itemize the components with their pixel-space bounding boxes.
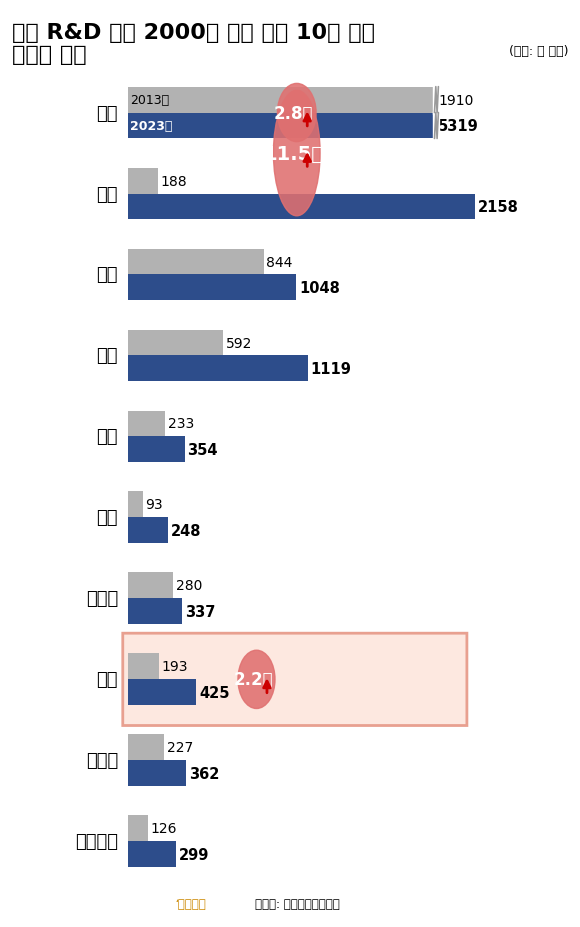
Text: 대만: 대만	[96, 509, 118, 527]
Text: 93: 93	[146, 498, 163, 512]
Bar	[128, 249, 263, 275]
Text: 프랑스: 프랑스	[86, 590, 118, 608]
Text: 〈자료: 대한상공회의소〉: 〈자료: 대한상공회의소〉	[255, 897, 340, 910]
Text: 미국: 미국	[96, 105, 118, 122]
Bar	[128, 169, 158, 195]
FancyBboxPatch shape	[123, 633, 467, 726]
Text: ‘서울신문: ‘서울신문	[174, 897, 206, 910]
Text: 독일: 독일	[96, 347, 118, 365]
Bar	[128, 842, 176, 868]
Text: 1119: 1119	[311, 362, 351, 376]
Text: 1910: 1910	[438, 94, 474, 108]
Text: 5319: 5319	[438, 119, 479, 133]
Text: 354: 354	[187, 442, 218, 457]
Text: 188: 188	[161, 174, 187, 188]
Bar	[128, 113, 436, 139]
Bar	[128, 195, 475, 221]
Bar	[128, 411, 165, 437]
Text: 2023년: 2023년	[130, 120, 172, 133]
Text: 2.2배: 2.2배	[234, 670, 273, 689]
Bar	[433, 112, 440, 141]
Text: 네덜란드: 네덜란드	[75, 832, 118, 850]
Bar	[128, 356, 308, 382]
Text: 233: 233	[168, 417, 194, 431]
Text: 영국: 영국	[96, 428, 118, 446]
Text: 일본: 일본	[96, 266, 118, 285]
Text: 한국: 한국	[96, 670, 118, 689]
Bar	[128, 437, 184, 463]
Bar	[433, 86, 440, 115]
Text: 362: 362	[189, 766, 219, 781]
Text: 425: 425	[199, 685, 230, 700]
Ellipse shape	[277, 84, 316, 143]
Bar	[128, 330, 223, 356]
Bar	[128, 816, 148, 842]
Text: 126: 126	[151, 821, 177, 835]
Text: 337: 337	[185, 604, 215, 619]
Text: 1048: 1048	[299, 281, 340, 296]
Bar	[128, 492, 143, 518]
Bar	[128, 679, 196, 705]
Text: 2158: 2158	[478, 199, 519, 215]
Bar	[128, 573, 173, 599]
Ellipse shape	[273, 91, 320, 217]
Text: 2.8배: 2.8배	[274, 105, 313, 122]
Text: 중국: 중국	[96, 185, 118, 203]
Ellipse shape	[238, 651, 275, 709]
Bar	[128, 275, 296, 301]
Text: 193: 193	[162, 660, 188, 674]
Text: 844: 844	[266, 255, 293, 269]
Bar	[128, 518, 168, 544]
Bar	[128, 654, 159, 679]
Text: 세계 R&D 투자 2000대 기업 상위 10개 국가: 세계 R&D 투자 2000대 기업 상위 10개 국가	[12, 23, 375, 44]
Bar	[128, 734, 164, 760]
Text: 592: 592	[226, 337, 252, 350]
Text: 248: 248	[171, 524, 201, 539]
Bar	[128, 760, 186, 786]
Text: 227: 227	[167, 741, 193, 755]
Bar	[128, 599, 182, 625]
Text: 스위스: 스위스	[86, 752, 118, 769]
Text: 280: 280	[176, 578, 202, 592]
Text: (단위: 억 유로): (단위: 억 유로)	[509, 44, 568, 57]
Bar	[128, 87, 436, 113]
Text: 299: 299	[179, 847, 209, 862]
Text: 11.5배: 11.5배	[263, 145, 324, 163]
Text: 2013년: 2013년	[130, 94, 169, 107]
Text: 투자액 현황: 투자액 현황	[12, 44, 86, 65]
